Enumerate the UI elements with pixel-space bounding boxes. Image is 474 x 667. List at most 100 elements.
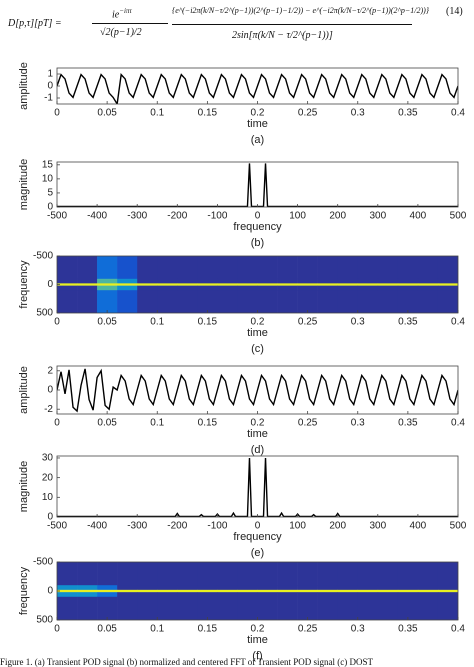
heatmap-cell (217, 596, 238, 620)
heatmap-cell (437, 285, 458, 291)
heatmap-cell (417, 283, 439, 286)
heatmap-cell (137, 278, 158, 284)
heatmap-cell (57, 596, 78, 620)
heatmap-cell (197, 283, 218, 286)
heatmap-cell (217, 589, 238, 593)
heatmap-cell (157, 585, 178, 591)
x-tick-label: 0.25 (298, 624, 318, 635)
heatmap-cell (237, 562, 258, 586)
y-tick-label: 500 (36, 615, 53, 626)
heatmap-cell (117, 283, 138, 286)
heatmap-cell (197, 278, 218, 284)
heatmap-cell (97, 290, 118, 313)
heatmap-cell (137, 256, 158, 280)
heatmap-cell (297, 562, 318, 586)
y-axis-label: frequency (18, 566, 30, 615)
heatmap-cell (177, 596, 198, 620)
heatmap-cell (317, 589, 338, 593)
y-tick-label: 20 (42, 472, 54, 483)
heatmap-cell (97, 256, 118, 280)
heatmap-cell (377, 283, 399, 286)
heatmap-cell (97, 285, 118, 291)
x-tick-label: 0.3 (351, 108, 365, 119)
panel-label: (c) (251, 343, 264, 355)
signal-line (57, 163, 458, 207)
x-tick-label: -500 (47, 211, 67, 222)
heatmap-cell (157, 278, 178, 284)
x-tick-label: 0.1 (150, 624, 164, 635)
heatmap-cell (297, 278, 318, 284)
heatmap-cell (357, 256, 379, 280)
heatmap-cell (397, 585, 419, 591)
heatmap-cell (357, 592, 379, 598)
heatmap-cell (417, 285, 439, 291)
heatmap-cell (337, 256, 359, 280)
heatmap-cell (97, 562, 118, 586)
heatmap-cell (317, 283, 338, 286)
x-tick-label: 200 (329, 521, 346, 532)
heatmap-cell (177, 285, 198, 291)
heatmap-cell (177, 290, 198, 313)
x-tick-label: 0.35 (398, 317, 418, 328)
x-tick-label: 0.05 (97, 418, 117, 429)
y-axis-label: amplitude (18, 366, 30, 414)
heatmap-cell (377, 290, 399, 313)
x-tick-label: 0.35 (398, 624, 418, 635)
heatmap-cell (357, 585, 379, 591)
heatmap-cell (57, 562, 78, 586)
heatmap-cell (237, 283, 258, 286)
y-tick-label: 30 (42, 453, 54, 464)
heatmap-cell (117, 585, 138, 591)
heatmap-cell (77, 562, 98, 586)
heatmap-cell (317, 256, 338, 280)
x-tick-label: -100 (207, 211, 227, 222)
heatmap-cell (317, 290, 338, 313)
heatmap-cell (297, 283, 318, 286)
fraction-bar (172, 24, 412, 25)
heatmap-cell (117, 290, 138, 313)
heatmap-cell (357, 283, 379, 286)
x-tick-label: 0.1 (150, 418, 164, 429)
x-tick-label: 0 (54, 108, 60, 119)
heatmap-cell (417, 290, 439, 313)
x-tick-label: 400 (410, 521, 427, 532)
x-tick-label: 0 (54, 317, 60, 328)
heatmap-cell (117, 592, 138, 598)
heatmap-cell (377, 278, 399, 284)
heatmap-cell (217, 278, 238, 284)
heatmap-cell (397, 290, 419, 313)
heatmap-cell (437, 290, 458, 313)
y-tick-label: -1 (44, 93, 53, 104)
heatmap-cell (277, 596, 298, 620)
heatmap-cell (237, 585, 258, 591)
x-tick-label: 0.2 (251, 624, 265, 635)
y-tick-label: 10 (42, 174, 54, 185)
heatmap-cell (397, 592, 419, 598)
heatmap-cell (117, 285, 138, 291)
x-tick-label: 100 (289, 521, 306, 532)
heatmap-cell (77, 283, 98, 286)
x-tick-label: 200 (329, 211, 346, 222)
heatmap-cell (217, 256, 238, 280)
heatmap-cell (157, 285, 178, 291)
y-tick-label: 0 (47, 385, 53, 396)
heatmap-cell (117, 256, 138, 280)
heatmap-cell (277, 562, 298, 586)
heatmap-cell (437, 283, 458, 286)
x-tick-label: 0.15 (198, 108, 218, 119)
heatmap-cell (257, 596, 278, 620)
heatmap-cell (277, 585, 298, 591)
heatmap-cell (117, 278, 138, 284)
heatmap-cell (337, 278, 359, 284)
heatmap-cell (277, 589, 298, 593)
eq-den2: 2sin[π(k/N − τ/2^(p−1))] (232, 30, 333, 41)
heatmap-cell (257, 589, 278, 593)
x-tick-label: 0.3 (351, 418, 365, 429)
heatmap-cell (377, 585, 399, 591)
heatmap-cell (237, 596, 258, 620)
x-tick-label: 0.4 (451, 418, 465, 429)
x-tick-label: 0.3 (351, 624, 365, 635)
heatmap-cell (177, 585, 198, 591)
heatmap-cell (237, 589, 258, 593)
